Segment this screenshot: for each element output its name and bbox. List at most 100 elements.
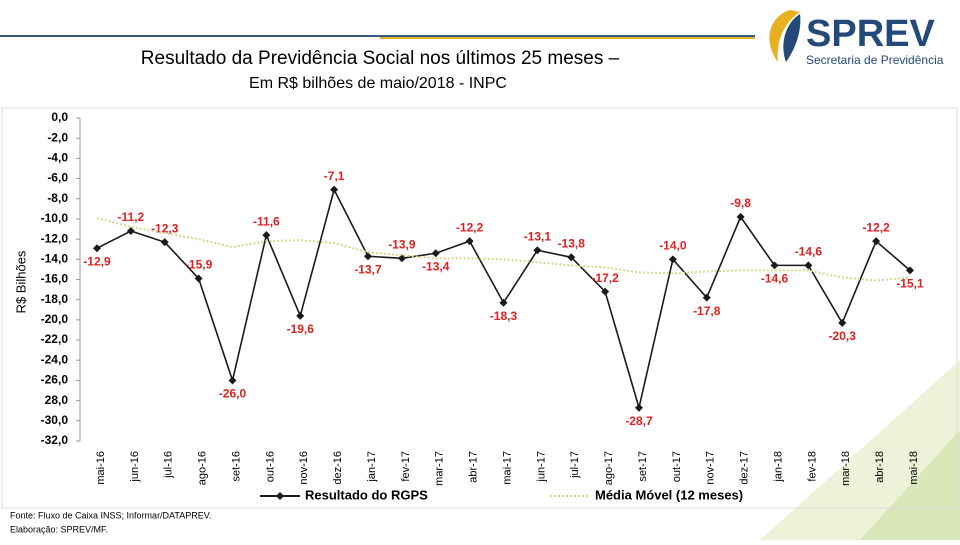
data-label: -19,6	[287, 322, 315, 336]
data-label: -15,9	[185, 258, 213, 272]
x-tick-label: out-16	[264, 451, 276, 482]
data-point	[838, 318, 847, 327]
x-tick-label: dez-16	[332, 451, 344, 485]
data-label: -11,6	[253, 214, 280, 228]
data-point	[262, 231, 271, 240]
average-line	[96, 216, 911, 282]
legend-label: Média Móvel (12 meses)	[595, 487, 743, 502]
logo-mark	[783, 14, 801, 62]
y-tick-label: -18,0	[41, 292, 69, 306]
y-tick-label: -16,0	[41, 272, 69, 286]
data-point	[906, 266, 914, 275]
data-label: -20,3	[829, 329, 857, 343]
y-tick-label: -10,0	[41, 211, 69, 225]
x-tick-label: out-17	[671, 451, 683, 482]
data-label: -12,3	[151, 221, 179, 235]
x-tick-label: set-16	[230, 451, 242, 482]
data-line	[96, 187, 911, 411]
x-tick-label: nov-16	[298, 451, 310, 485]
data-label: -17,8	[693, 304, 721, 318]
chart-title: Resultado da Previdência Social nos últi…	[141, 48, 620, 69]
x-tick-label: jun-17	[535, 451, 547, 483]
x-tick-label: jan-17	[366, 451, 378, 483]
logo-text: SPREV	[806, 13, 935, 55]
data-point	[635, 403, 643, 412]
data-point	[296, 311, 305, 320]
y-tick-label: -20,0	[41, 312, 69, 326]
legend-swatch	[276, 492, 284, 500]
data-point	[93, 244, 101, 253]
credit: Elaboração: SPREV/MF.	[10, 524, 108, 534]
data-label: -13,9	[388, 237, 416, 251]
data-label: -15,1	[896, 277, 924, 291]
y-tick-label: -12,0	[41, 231, 69, 245]
x-tick-label: abr-17	[468, 451, 480, 483]
x-tick-label: jul-16	[163, 451, 175, 479]
y-tick-label: -24,0	[41, 352, 69, 366]
data-point	[702, 293, 711, 302]
data-point	[736, 212, 745, 221]
data-label: -28,7	[625, 414, 653, 428]
data-label: -14,6	[761, 272, 789, 286]
data-label: -13,8	[558, 236, 586, 250]
data-point	[228, 376, 237, 385]
x-tick-label: mai-16	[95, 451, 107, 485]
chart-frame	[1, 107, 958, 509]
y-tick-label: -8,0	[47, 191, 68, 205]
logo-subtitle: Secretaria de Previdência	[806, 53, 944, 67]
x-tick-label: jan-18	[772, 451, 784, 483]
legend-label: Resultado do RGPS	[305, 487, 428, 502]
x-tick-label: jun-16	[129, 451, 141, 483]
data-point	[364, 252, 372, 261]
source: Fonte: Fluxo de Caixa INSS; Informar/DAT…	[10, 510, 211, 520]
chart-subtitle: Em R$ bilhões de maio/2018 - INPC	[249, 75, 507, 92]
y-tick-label: -2,0	[47, 130, 68, 144]
x-tick-label: fev-17	[400, 451, 412, 482]
x-tick-label: ago-16	[197, 451, 209, 485]
data-point	[872, 237, 881, 246]
y-tick-label: -6,0	[47, 171, 68, 185]
y-tick-label: -4,0	[47, 151, 68, 165]
data-point	[804, 261, 813, 270]
y-tick-label: -30,0	[41, 413, 69, 427]
data-point	[465, 237, 474, 246]
x-tick-label: mar-18	[840, 451, 852, 486]
y-tick-label: 28,0	[45, 393, 69, 407]
y-tick-label: 0,0	[51, 110, 68, 124]
data-label: -7,1	[324, 169, 345, 183]
data-point	[431, 249, 440, 258]
data-label: -17,2	[591, 271, 619, 285]
x-tick-label: set-17	[637, 451, 649, 482]
y-tick-label: -32,0	[41, 433, 69, 447]
data-point	[330, 185, 339, 194]
x-tick-label: jul-17	[569, 451, 581, 479]
logo-mark	[769, 10, 800, 62]
x-tick-label: fev-18	[806, 451, 818, 482]
x-tick-label: ago-17	[603, 451, 615, 485]
x-tick-label: mai-18	[908, 451, 920, 485]
data-point	[160, 238, 169, 247]
y-tick-label: -26,0	[41, 373, 69, 387]
data-label: -13,7	[354, 262, 382, 276]
decoration	[860, 430, 960, 540]
data-label: -14,0	[659, 238, 687, 252]
y-tick-label: -14,0	[41, 251, 69, 265]
data-point	[533, 246, 542, 255]
data-label: -11,2	[118, 210, 145, 224]
data-label: -26,0	[219, 387, 247, 401]
data-label: -12,2	[456, 220, 484, 234]
data-point	[601, 287, 610, 296]
data-point	[770, 261, 779, 270]
x-tick-label: mar-17	[434, 451, 446, 486]
data-label: -14,6	[795, 245, 823, 259]
data-label: -13,1	[524, 229, 552, 243]
x-tick-label: nov-17	[705, 451, 717, 485]
data-label: -12,9	[83, 254, 111, 268]
data-label: -18,3	[490, 309, 518, 323]
y-axis-label: R$ Bilhões	[13, 250, 28, 313]
data-point	[194, 274, 203, 283]
x-tick-label: abr-18	[874, 451, 886, 483]
y-tick-label: -22,0	[41, 332, 69, 346]
